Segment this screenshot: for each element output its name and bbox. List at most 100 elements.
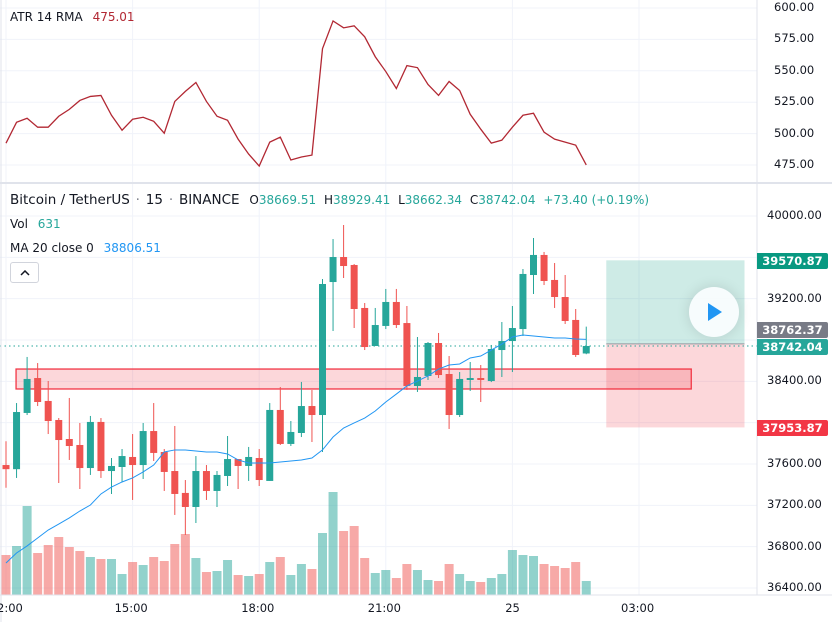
high-prefix: H [323, 193, 333, 207]
volume-bar [402, 564, 412, 595]
volume-bars [1, 492, 591, 595]
volume-bar [307, 569, 317, 595]
volume-bar [476, 582, 486, 595]
volume-bar [412, 570, 422, 595]
volume-legend-value: 631 [37, 217, 61, 231]
volume-bar [370, 573, 380, 595]
volume-bar [107, 559, 116, 595]
candle-body [245, 456, 253, 466]
price-axis-label: 37200.00 [767, 497, 822, 512]
candle-body [487, 348, 495, 382]
volume-bar [497, 574, 507, 595]
separator: · [135, 192, 140, 208]
volume-legend[interactable]: Vol 631 [10, 217, 63, 231]
candle-body [13, 412, 21, 470]
volume-bar [550, 566, 560, 595]
play-button[interactable] [689, 287, 739, 337]
interval: 15 [145, 192, 163, 208]
candle-body [129, 456, 137, 466]
candle-body [361, 307, 369, 348]
volume-bar [539, 564, 549, 595]
volume-bar [75, 551, 85, 595]
candle-body [150, 431, 158, 453]
ma-legend[interactable]: MA 20 close 0 38806.51 [10, 241, 163, 255]
volume-bar [244, 576, 254, 595]
volume-bar [138, 565, 148, 595]
change-value: +73.40 (+0.19%) [543, 193, 650, 207]
candle-body [192, 471, 200, 507]
volume-bar [275, 557, 285, 595]
candle-body [445, 373, 453, 416]
volume-bar [233, 575, 243, 595]
time-axis-label: 25 [505, 601, 520, 615]
candle-body [171, 471, 179, 494]
price-axis-label: 40000.00 [767, 208, 822, 222]
volume-bar [12, 546, 22, 595]
volume-bar [296, 564, 306, 595]
candle-body [582, 345, 590, 354]
entry-price-tag: 38762.37 [757, 322, 828, 338]
candle-body [382, 301, 390, 326]
candle-body [519, 273, 527, 330]
candle-body [139, 431, 147, 466]
time-axis-label: 18:00 [241, 601, 275, 615]
volume-bar [360, 558, 370, 595]
volume-bar [444, 564, 454, 595]
atr-axis-label: 575.00 [774, 31, 815, 46]
candle-body [55, 419, 63, 441]
candle-body [350, 264, 358, 309]
volume-bar [191, 558, 201, 595]
collapse-legend-button[interactable] [10, 262, 39, 283]
volume-bar [33, 553, 43, 595]
price-axis-label: 36800.00 [767, 538, 822, 553]
candle-body [561, 297, 569, 321]
atr-legend-name: ATR 14 RMA [10, 10, 83, 24]
volume-bar [581, 580, 591, 595]
candle-body [160, 452, 168, 472]
atr-line [5, 19, 587, 168]
candle-body [466, 378, 474, 380]
candle-body [76, 444, 84, 469]
candle-body [392, 301, 400, 326]
candle-body [308, 406, 316, 416]
low-prefix: L [398, 193, 405, 207]
main-legend[interactable]: Bitcoin / TetherUS · 15 · BINANCE O38669… [10, 192, 651, 208]
candle-body [276, 409, 284, 444]
volume-bar [43, 545, 53, 595]
candle-body [530, 254, 537, 276]
candle-body [371, 325, 379, 346]
candle-body [108, 465, 115, 472]
symbol-title[interactable]: Bitcoin / TetherUS [10, 192, 130, 208]
volume-bar [339, 531, 349, 595]
candle-body [181, 492, 189, 507]
time-axis-label: 2:00 [0, 601, 23, 615]
candle-body [97, 421, 105, 472]
open-prefix: O [249, 193, 259, 207]
candle-body [266, 409, 274, 481]
last-price-tag: 38742.04 [757, 339, 828, 355]
candles [2, 224, 590, 535]
price-axis-label: 36400.00 [767, 580, 822, 594]
chevron-up-icon [19, 269, 30, 276]
candle-body [403, 323, 411, 386]
exchange: BINANCE [178, 192, 240, 208]
volume-bar [54, 537, 64, 595]
volume-bar [529, 556, 538, 595]
volume-bar [1, 555, 11, 595]
time-axis-label: 03:00 [621, 601, 655, 615]
volume-bar [22, 506, 32, 595]
candle-body [34, 378, 42, 402]
candle-body [435, 342, 443, 376]
volume-bar [64, 547, 74, 595]
take-profit-price-tag: 39570.87 [757, 253, 828, 269]
volume-bar [518, 555, 528, 595]
atr-legend[interactable]: ATR 14 RMA 475.01 [10, 10, 137, 24]
candle-body [572, 319, 580, 355]
candle-body [424, 342, 432, 376]
time-axis-label: 15:00 [114, 601, 148, 615]
atr-axis-label: 600.00 [774, 0, 815, 14]
close-value: 38742.04 [478, 193, 536, 207]
volume-bar [318, 533, 327, 595]
indicator-lines [5, 19, 587, 564]
candle-body [340, 257, 348, 267]
